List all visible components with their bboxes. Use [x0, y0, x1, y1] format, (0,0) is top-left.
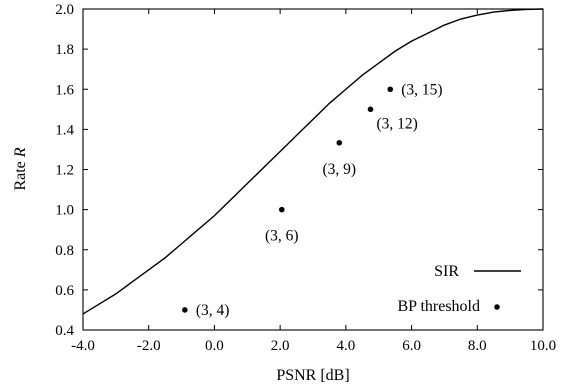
legend-swatch-bp [494, 304, 500, 310]
x-tick-label: 10.0 [530, 338, 556, 354]
x-tick-label: 2.0 [271, 338, 290, 354]
sir-curve [82, 8, 544, 315]
x-axis-label: PSNR [dB] [276, 367, 349, 384]
x-tick-label: -4.0 [71, 338, 95, 354]
y-tick-label: 1.0 [55, 203, 74, 219]
legend-label-sir: SIR [434, 263, 459, 280]
x-tick-label: 6.0 [402, 338, 421, 354]
y-tick-label: 0.4 [55, 323, 74, 339]
plot-frame [82, 8, 544, 331]
x-tick-label: -2.0 [137, 338, 161, 354]
y-tick-label: 1.2 [55, 163, 74, 179]
point-label: (3, 6) [265, 228, 299, 245]
y-tick-label: 0.6 [55, 283, 74, 299]
x-tick-label: 8.0 [468, 338, 487, 354]
bp-threshold-point [336, 140, 343, 146]
y-tick-label: 1.4 [55, 122, 74, 138]
y-tick-label: 2.0 [55, 2, 74, 18]
point-label: (3, 9) [322, 161, 356, 178]
y-tick-label: 0.8 [55, 243, 74, 259]
point-label: (3, 15) [401, 81, 442, 98]
y-axis-label: Rate R [12, 147, 29, 190]
bp-threshold-point [182, 307, 188, 313]
x-tick-label: 4.0 [336, 338, 355, 354]
y-tick-label: 1.8 [55, 42, 74, 58]
x-tick-label: 0.0 [205, 338, 224, 354]
bp-threshold-point [367, 106, 374, 113]
bp-threshold-point [387, 86, 394, 93]
bp-threshold-point [278, 206, 285, 213]
legend-label-bp: BP threshold [397, 298, 480, 315]
point-label: (3, 12) [377, 115, 418, 132]
y-tick-label: 1.6 [55, 82, 74, 98]
point-label: (3, 4) [196, 302, 230, 319]
